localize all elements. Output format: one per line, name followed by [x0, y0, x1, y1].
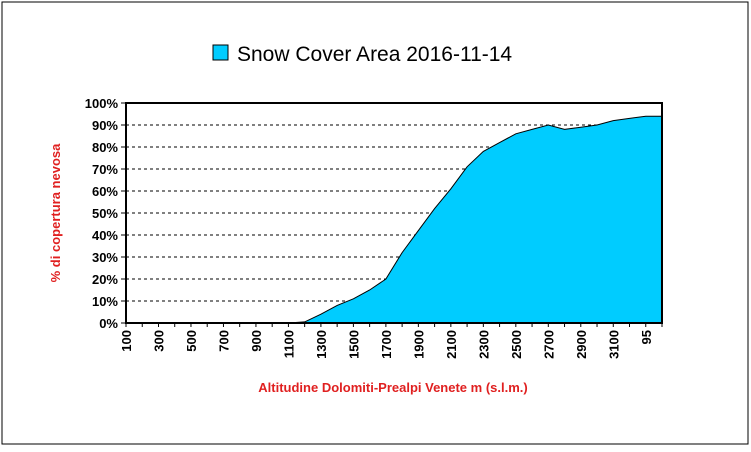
- x-tick-label: 2100: [444, 330, 459, 359]
- x-tick-label: 300: [151, 330, 166, 352]
- x-tick-label: 1700: [379, 330, 394, 359]
- x-tick-label: 2300: [476, 330, 491, 359]
- y-tick-label: 30%: [92, 250, 118, 265]
- y-tick-label: 80%: [92, 140, 118, 155]
- area-fill: [126, 116, 662, 323]
- x-tick-label: 3100: [606, 330, 621, 359]
- y-tick-label: 70%: [92, 162, 118, 177]
- y-axis: 0% 10% 20% 30% 40% 50% 60% 70% 80% 90% 100%: [85, 96, 126, 331]
- x-axis-title: Altitudine Dolomiti-Prealpi Venete m (s.…: [258, 380, 527, 395]
- y-tick-label: 60%: [92, 184, 118, 199]
- y-tick-label: 10%: [92, 294, 118, 309]
- x-tick-label: 1900: [411, 330, 426, 359]
- x-tick-label: 2700: [541, 330, 556, 359]
- x-tick-label: 900: [249, 330, 264, 352]
- x-tick-label: 1100: [281, 330, 296, 358]
- y-tick-label: 100%: [85, 96, 119, 111]
- x-tick-label: 2500: [509, 330, 524, 359]
- x-tick-label: 2900: [574, 330, 589, 359]
- y-tick-label: 90%: [92, 118, 118, 133]
- y-tick-label: 0%: [99, 316, 118, 331]
- y-tick-label: 50%: [92, 206, 118, 221]
- x-tick-label: 1500: [346, 330, 361, 359]
- y-tick-label: 40%: [92, 228, 118, 243]
- legend-swatch: [212, 44, 229, 61]
- x-tick-label: 100: [119, 330, 134, 352]
- y-axis-title: % di copertura nevosa: [48, 143, 63, 282]
- legend-label: Snow Cover Area 2016-11-14: [237, 43, 512, 66]
- x-tick-label: 700: [216, 330, 231, 352]
- x-axis: 100 300 500 700 900 1100 1300 1500 1700 1900 2100 2…: [119, 323, 663, 359]
- x-tick-label: 500: [184, 330, 199, 352]
- x-tick-label: 95: [639, 330, 654, 344]
- y-tick-label: 20%: [92, 272, 118, 287]
- x-tick-label: 1300: [314, 330, 329, 359]
- legend: Snow Cover Area 2016-11-14: [212, 43, 512, 66]
